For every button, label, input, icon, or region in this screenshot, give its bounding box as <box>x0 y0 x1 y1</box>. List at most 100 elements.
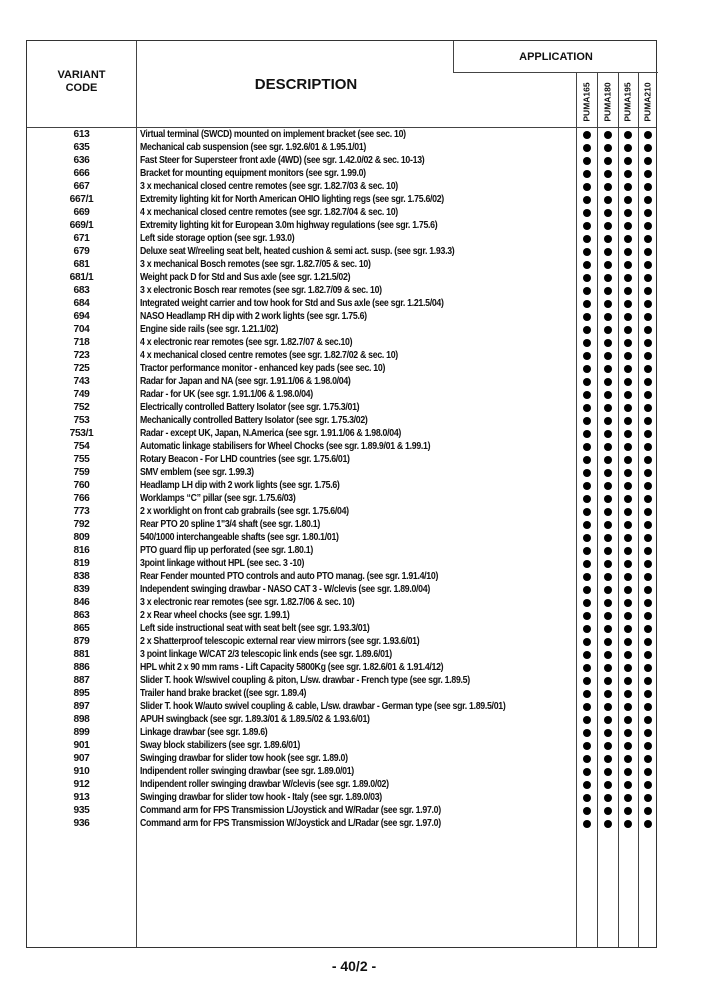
variant-code: 667/1 <box>69 194 94 205</box>
applicable-dot-icon <box>604 650 612 659</box>
variant-description: Bracket for mounting equipment monitors … <box>140 168 366 179</box>
applicable-dot-icon <box>604 247 612 256</box>
table-row: 669 4 x mechanical closed centre remotes … <box>27 206 656 219</box>
applicable-dot-icon <box>583 403 591 412</box>
table-row: 718 4 x electronic rear remotes (see sgr.… <box>27 336 656 349</box>
applicable-dot-icon <box>644 598 652 607</box>
applicable-dot-icon <box>624 338 632 347</box>
applicable-dot-icon <box>624 702 632 711</box>
applicable-dot-icon <box>583 754 591 763</box>
variant-code: 613 <box>73 129 90 140</box>
variant-code: 819 <box>73 558 90 569</box>
applicable-dot-icon <box>604 299 612 308</box>
table-row: 881 3 point linkage W/CAT 2/3 telescopic … <box>27 648 656 661</box>
variant-code: 901 <box>73 740 90 751</box>
table-body: 613 Virtual terminal (SWCD) mounted on im… <box>27 128 656 830</box>
applicable-dot-icon <box>624 806 632 815</box>
applicable-dot-icon <box>644 481 652 490</box>
table-row: 913 Swinging drawbar for slider tow hook … <box>27 791 656 804</box>
applicable-dot-icon <box>624 390 632 399</box>
variant-description: Command arm for FPS Transmission W/Joyst… <box>140 818 441 829</box>
table-row: 684 Integrated weight carrier and tow hoo… <box>27 297 656 310</box>
variant-description: Radar - except UK, Japan, N.America (see… <box>140 428 402 439</box>
table-row: 669/1 Extremity lighting kit for European… <box>27 219 656 232</box>
applicable-dot-icon <box>604 260 612 269</box>
applicable-dot-icon <box>644 377 652 386</box>
applicable-dot-icon <box>604 403 612 412</box>
applicable-dot-icon <box>644 585 652 594</box>
variant-description: 4 x electronic rear remotes (see sgr. 1.… <box>140 337 353 348</box>
variant-code: 913 <box>73 792 90 803</box>
variant-code: 683 <box>73 285 90 296</box>
variant-description: 3 x electronic rear remotes (see sgr. 1.… <box>140 597 355 608</box>
table-row: 901 Sway block stabilizers (see sgr. 1.89… <box>27 739 656 752</box>
applicable-dot-icon <box>583 325 591 334</box>
applicable-dot-icon <box>624 520 632 529</box>
variant-code-header-line1: VARIANT <box>57 69 106 81</box>
applicable-dot-icon <box>624 130 632 139</box>
applicable-dot-icon <box>583 585 591 594</box>
applicable-dot-icon <box>644 559 652 568</box>
applicable-dot-icon <box>644 247 652 256</box>
applicable-dot-icon <box>624 637 632 646</box>
applicable-dot-icon <box>583 247 591 256</box>
applicable-dot-icon <box>644 143 652 152</box>
applicable-dot-icon <box>583 195 591 204</box>
applicable-dot-icon <box>604 715 612 724</box>
variant-code: 667 <box>73 181 90 192</box>
applicable-dot-icon <box>624 169 632 178</box>
applicable-dot-icon <box>604 429 612 438</box>
applicable-dot-icon <box>583 533 591 542</box>
variant-code: 838 <box>73 571 90 582</box>
applicable-dot-icon <box>604 663 612 672</box>
variant-code: 666 <box>73 168 90 179</box>
variant-description: Command arm for FPS Transmission L/Joyst… <box>140 805 441 816</box>
model-label: PUMA180 <box>603 82 613 122</box>
variant-description: Headlamp LH dip with 2 work lights (see … <box>140 480 340 491</box>
applicable-dot-icon <box>583 208 591 217</box>
variant-code: 907 <box>73 753 90 764</box>
applicable-dot-icon <box>604 156 612 165</box>
variant-description: Worklamps “C” pillar (see sgr. 1.75.6/03… <box>140 493 296 504</box>
variant-code-header-line2: CODE <box>65 82 98 94</box>
table-row: 694 NASO Headlamp RH dip with 2 work ligh… <box>27 310 656 323</box>
applicable-dot-icon <box>583 234 591 243</box>
applicable-dot-icon <box>624 494 632 503</box>
variant-code: 669/1 <box>69 220 94 231</box>
applicable-dot-icon <box>604 546 612 555</box>
variant-table: VARIANT CODE DESCRIPTION APPLICATION PUM… <box>26 40 658 948</box>
table-row: 671 Left side storage option (see sgr. 1.… <box>27 232 656 245</box>
variant-code: 752 <box>73 402 90 413</box>
applicable-dot-icon <box>604 806 612 815</box>
applicable-dot-icon <box>644 182 652 191</box>
applicable-dot-icon <box>583 338 591 347</box>
applicable-dot-icon <box>604 819 612 828</box>
applicable-dot-icon <box>644 806 652 815</box>
variant-description: Sway block stabilizers (see sgr. 1.89.6/… <box>140 740 300 751</box>
applicable-dot-icon <box>604 377 612 386</box>
variant-code: 881 <box>73 649 90 660</box>
applicable-dot-icon <box>624 728 632 737</box>
applicable-dot-icon <box>624 585 632 594</box>
applicable-dot-icon <box>604 767 612 776</box>
applicable-dot-icon <box>604 494 612 503</box>
applicable-dot-icon <box>583 546 591 555</box>
applicable-dot-icon <box>624 741 632 750</box>
applicable-dot-icon <box>624 299 632 308</box>
applicable-dot-icon <box>604 689 612 698</box>
variant-code: 936 <box>73 818 90 829</box>
applicable-dot-icon <box>604 325 612 334</box>
table-row: 912 Indipendent roller swinging drawbar W… <box>27 778 656 791</box>
table-row: 759 SMV emblem (see sgr. 1.99.3) <box>27 466 656 479</box>
applicable-dot-icon <box>583 819 591 828</box>
applicable-dot-icon <box>624 624 632 633</box>
applicable-dot-icon <box>604 416 612 425</box>
applicable-dot-icon <box>583 494 591 503</box>
applicable-dot-icon <box>604 520 612 529</box>
applicable-dot-icon <box>624 767 632 776</box>
applicable-dot-icon <box>583 299 591 308</box>
applicable-dot-icon <box>604 754 612 763</box>
variant-description: Indipendent roller swinging drawbar (see… <box>140 766 354 777</box>
table-row: 749 Radar - for UK (see sgr. 1.91.1/06 & … <box>27 388 656 401</box>
table-row: 681/1 Weight pack D for Std and Sus axle … <box>27 271 656 284</box>
